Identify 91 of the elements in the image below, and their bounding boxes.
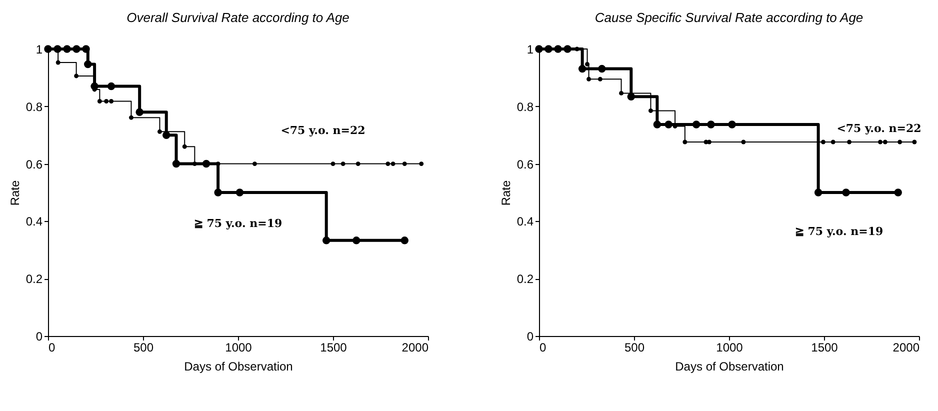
point — [386, 162, 390, 166]
point — [390, 162, 396, 166]
point — [82, 45, 90, 53]
point — [402, 162, 407, 166]
point — [648, 108, 653, 113]
point — [814, 188, 822, 196]
chart-title: Cause Specific Survival Rate according to Age — [594, 10, 864, 25]
y-tick-label: 0.4 — [26, 214, 43, 229]
point — [898, 140, 902, 144]
x-tick-label: 0 — [48, 340, 56, 354]
point — [878, 140, 882, 144]
point — [109, 99, 114, 104]
chart-title: Overall Survival Rate according to Age — [126, 10, 350, 25]
y-tick-label: 0.2 — [516, 272, 534, 286]
point — [912, 140, 917, 144]
x-tick-label: 500 — [624, 340, 645, 354]
point — [741, 140, 746, 144]
point — [653, 120, 662, 128]
point — [182, 144, 187, 149]
point — [214, 188, 222, 196]
point — [63, 45, 71, 53]
point — [707, 140, 712, 144]
y-tick-label: 0.6 — [516, 157, 534, 172]
point — [136, 108, 144, 116]
point — [56, 60, 60, 65]
point — [236, 188, 244, 196]
point — [821, 140, 826, 144]
text: <75 y.o. n=22 — [280, 124, 366, 137]
x-tick-label: 1000 — [716, 340, 744, 354]
point — [842, 188, 850, 196]
point — [340, 162, 346, 166]
y-tick-label: 0.8 — [26, 100, 43, 114]
point — [104, 99, 109, 104]
point — [400, 236, 409, 244]
y-tick-label: 0 — [36, 330, 43, 344]
point — [54, 45, 62, 53]
point — [847, 140, 852, 144]
point — [682, 140, 688, 144]
point — [322, 236, 330, 244]
x-tick-label: 1500 — [811, 340, 838, 354]
point — [202, 160, 210, 168]
point — [252, 162, 257, 166]
x-tick-label: 0 — [540, 340, 546, 354]
y-tick-label: 1 — [526, 42, 534, 56]
point — [84, 60, 92, 68]
point — [574, 46, 580, 52]
x-tick-label: 500 — [133, 340, 154, 354]
y-tick-label: 0.8 — [516, 100, 534, 114]
point — [172, 160, 180, 168]
point — [664, 120, 672, 128]
point — [692, 120, 700, 128]
point — [352, 236, 360, 244]
point — [128, 115, 134, 120]
x-axis-title: Days of Observation — [675, 360, 784, 374]
y-axis-title: Rate — [498, 180, 513, 206]
point — [107, 82, 116, 90]
point — [619, 90, 624, 96]
point — [162, 131, 170, 139]
point — [598, 76, 602, 82]
y-tick-label: 1 — [36, 42, 43, 56]
y-tick-label: 0.4 — [516, 214, 534, 229]
point — [330, 162, 336, 166]
y-tick-label: 0 — [526, 330, 534, 344]
x-tick-label: 2000 — [892, 340, 920, 354]
series-label: <75 y.o. n=22 — [836, 122, 922, 135]
text: ≧ 75 y.o. n=19 — [794, 225, 884, 238]
x-axis-title: Days of Observation — [184, 360, 293, 374]
y-tick-label: 0.2 — [26, 272, 43, 286]
point — [585, 62, 590, 66]
point — [586, 76, 592, 82]
point — [882, 140, 888, 144]
y-tick-label: 0.6 — [26, 157, 43, 172]
point — [894, 188, 902, 196]
x-tick-label: 1000 — [225, 340, 252, 354]
y-axis-title: Rate — [8, 180, 22, 206]
point — [578, 64, 586, 73]
x-tick-label: 1500 — [320, 340, 348, 354]
point — [598, 64, 606, 73]
point — [157, 129, 162, 134]
text: ≧ 75 y.o. n=19 — [194, 217, 282, 230]
point — [728, 120, 736, 128]
point — [627, 92, 636, 101]
point — [419, 162, 424, 166]
point — [356, 162, 360, 166]
point — [707, 120, 715, 128]
point — [97, 99, 102, 104]
point — [192, 162, 197, 166]
point — [74, 74, 79, 78]
x-tick-label: 2000 — [402, 340, 429, 354]
point — [72, 45, 80, 53]
point — [830, 140, 836, 144]
